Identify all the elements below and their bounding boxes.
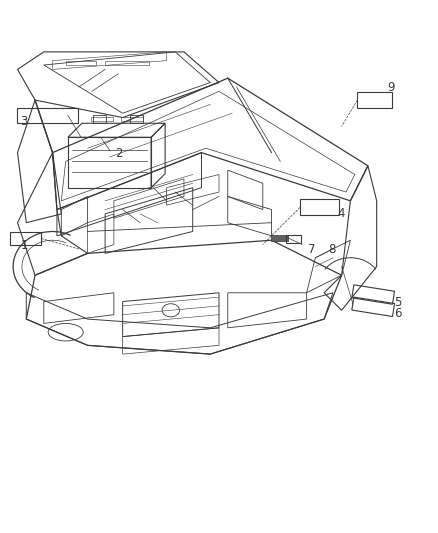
Bar xyxy=(300,199,339,215)
Text: 3: 3 xyxy=(21,115,28,127)
Text: 5: 5 xyxy=(394,296,401,309)
Bar xyxy=(352,297,395,317)
Text: 7: 7 xyxy=(308,244,316,256)
Polygon shape xyxy=(271,235,288,241)
Bar xyxy=(352,285,395,304)
Text: 2: 2 xyxy=(115,147,123,160)
Text: 6: 6 xyxy=(394,308,402,320)
Text: 8: 8 xyxy=(328,244,336,256)
Text: 9: 9 xyxy=(387,82,395,94)
Bar xyxy=(286,236,301,243)
Text: 4: 4 xyxy=(337,207,345,220)
Text: 1: 1 xyxy=(20,239,28,252)
Bar xyxy=(17,108,78,123)
Bar xyxy=(357,92,392,108)
Bar xyxy=(10,232,41,245)
